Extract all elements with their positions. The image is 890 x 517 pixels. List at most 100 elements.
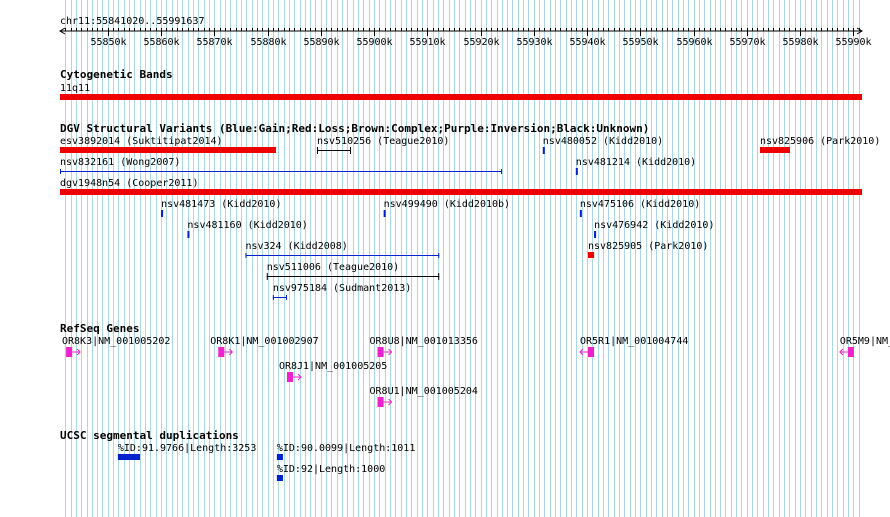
gene-exon (377, 347, 384, 357)
ruler-tick-label: 55930k (516, 37, 552, 48)
feature-label: dgv1948n54 (Cooper2011) (60, 178, 198, 189)
strand-arrowhead-icon (579, 348, 584, 356)
feature-label: nsv825906 (Park2010) (760, 136, 880, 147)
gene-label: OR8J1|NM_001005205 (279, 361, 387, 372)
feature-label: nsv475106 (Kidd2010) (580, 199, 700, 210)
feature-label: nsv480052 (Kidd2010) (543, 136, 663, 147)
dgv-bar (60, 147, 276, 153)
refseq-gene[interactable]: OR8K1|NM_001002907 (210, 336, 319, 357)
refseq-gene[interactable]: OR8J1|NM_001005205 (279, 361, 387, 382)
gene-label: OR8K3|NM_001005202 (62, 336, 170, 347)
ruler-tick-label: 55910k (409, 37, 445, 48)
dgv-feature[interactable]: nsv825906 (Park2010) (759, 136, 880, 153)
ruler-tick-label: 55950k (622, 37, 658, 48)
feature-label: nsv476942 (Kidd2010) (594, 220, 714, 231)
gene-label: OR5M9|NM_0 (840, 336, 890, 347)
feature-label: nsv499490 (Kidd2010b) (384, 199, 510, 210)
ruler-left-arrow (59, 27, 66, 35)
track-title-dgv: DGV Structural Variants (Blue:Gain;Red:L… (60, 122, 649, 135)
strand-arrowhead-icon (388, 348, 393, 356)
region-label: chr11:55841020..55991637 (60, 16, 205, 27)
dgv-bar (161, 210, 164, 217)
feature-label: nsv832161 (Wong2007) (60, 157, 180, 168)
dgv-feature[interactable]: nsv324 (Kidd2008) (245, 241, 440, 258)
strand-arrowhead-icon (839, 348, 844, 356)
feature-label: esv3892014 (Suktitipat2014) (60, 136, 223, 147)
feature-label: 11q11 (60, 83, 90, 94)
segdup-bar (276, 475, 283, 481)
feature-label: nsv511006 (Teague2010) (267, 262, 399, 273)
track-title-segdup: UCSC segmental duplications (60, 429, 239, 442)
gene-label: OR8U8|NM_001013356 (370, 336, 478, 347)
ruler-tick-label: 55860k (143, 37, 179, 48)
strand-arrowhead-icon (297, 373, 302, 381)
gene-label: OR5R1|NM_001004744 (580, 336, 688, 347)
dgv-feature[interactable]: nsv825905 (Park2010) (588, 241, 708, 258)
feature-label: nsv481214 (Kidd2010) (576, 157, 696, 168)
dgv-feature[interactable]: nsv975184 (Sudmant2013) (272, 283, 411, 300)
refseq-gene[interactable]: OR5R1|NM_001004744 (579, 336, 688, 357)
dgv-feature[interactable]: dgv1948n54 (Cooper2011) (60, 178, 862, 195)
dgv-bar (542, 147, 545, 154)
segdup-feature[interactable]: %ID:90.0099|Length:1011 (276, 443, 415, 460)
dgv-feature[interactable]: nsv511006 (Teague2010) (266, 262, 440, 280)
gene-exon (377, 397, 384, 407)
dgv-feature[interactable]: nsv510256 (Teague2010) (316, 136, 449, 154)
strand-arrowhead-icon (76, 348, 81, 356)
cytoband-feature[interactable]: 11q11 (60, 83, 862, 100)
segdup-bar (276, 454, 283, 460)
dgv-feature[interactable]: nsv481473 (Kidd2010) (161, 199, 281, 217)
gene-exon (66, 347, 73, 357)
segdup-feature[interactable]: %ID:91.9766|Length:3253 (117, 443, 256, 460)
ruler-ticks: 55850k 55860k 55870k 55880k 55890k 55900k 5591… (65, 28, 872, 48)
gene-exon (218, 347, 225, 357)
feature-label: nsv324 (Kidd2008) (245, 241, 347, 252)
gene-label: OR8U1|NM_001005204 (370, 386, 478, 397)
ruler-tick-label: 55900k (356, 37, 392, 48)
gene-exon (286, 372, 294, 382)
dgv-feature[interactable]: nsv832161 (Wong2007) (60, 157, 502, 174)
dgv-bar (575, 168, 578, 175)
segdup-feature[interactable]: %ID:92|Length:1000 (276, 464, 385, 481)
ruler-tick-label: 55880k (250, 37, 286, 48)
feature-label: nsv825905 (Park2010) (588, 241, 708, 252)
dgv-feature[interactable]: nsv481160 (Kidd2010) (187, 220, 308, 238)
track-title-cytoband: Cytogenetic Bands (60, 68, 173, 81)
dgv-bar (187, 231, 190, 238)
feature-label: nsv481473 (Kidd2010) (161, 199, 281, 210)
dgv-track: esv3892014 (Suktitipat2014) nsv510256 (Te… (60, 136, 880, 300)
dgv-feature[interactable]: nsv476942 (Kidd2010) (594, 220, 714, 238)
dgv-bar (60, 189, 862, 195)
refseq-gene[interactable]: OR8U1|NM_001005204 (370, 386, 478, 407)
ruler-tick-label: 55940k (569, 37, 605, 48)
dgv-feature[interactable]: nsv499490 (Kidd2010b) (383, 199, 510, 217)
dgv-feature[interactable]: nsv475106 (Kidd2010) (579, 199, 700, 217)
ruler-tick-label: 55970k (729, 37, 765, 48)
feature-label: nsv481160 (Kidd2010) (187, 220, 307, 231)
refseq-gene[interactable]: OR8U8|NM_001013356 (370, 336, 478, 357)
refseq-gene[interactable]: OR8K3|NM_001005202 (62, 336, 170, 357)
segdup-track: %ID:91.9766|Length:3253 %ID:90.0099|Lengt… (117, 443, 415, 481)
grid-lines (65, 0, 860, 517)
ruler-tick-label: 55960k (676, 37, 712, 48)
dgv-bar (594, 231, 597, 238)
ruler: chr11:55841020..55991637 55850k 55860k 558… (59, 16, 872, 48)
track-title-refseq: RefSeq Genes (60, 322, 139, 335)
gene-label: OR8K1|NM_001002907 (210, 336, 318, 347)
dgv-feature[interactable]: nsv481214 (Kidd2010) (575, 157, 696, 175)
gene-exon (847, 347, 854, 357)
refseq-gene[interactable]: OR5M9|NM_0 (839, 336, 890, 357)
feature-label: %ID:92|Length:1000 (277, 464, 385, 475)
dgv-feature[interactable]: esv3892014 (Suktitipat2014) (60, 136, 276, 153)
feature-label: %ID:91.9766|Length:3253 (118, 443, 256, 454)
dgv-bar (579, 210, 582, 217)
ruler-tick-label: 55890k (303, 37, 339, 48)
gene-exon (588, 347, 595, 357)
dgv-bar (759, 147, 790, 153)
ruler-tick-label: 55870k (196, 37, 232, 48)
strand-arrowhead-icon (228, 348, 234, 356)
ruler-tick-label: 55980k (782, 37, 818, 48)
feature-label: nsv975184 (Sudmant2013) (273, 283, 411, 294)
dgv-feature[interactable]: nsv480052 (Kidd2010) (542, 136, 663, 154)
